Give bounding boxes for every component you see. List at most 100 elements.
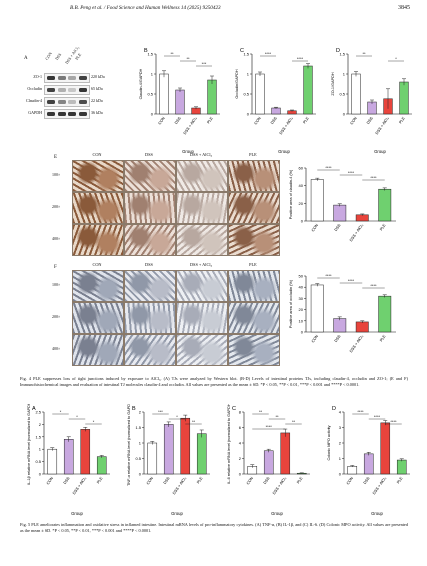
bar bbox=[363, 453, 374, 475]
y-axis-label: IL-6 relative mRNA level (normalized to … bbox=[227, 404, 231, 484]
ihc-micrograph bbox=[228, 192, 280, 224]
ihc-micrograph bbox=[72, 302, 124, 334]
y-tick-label: 1.5 bbox=[147, 52, 153, 57]
significance-mark: *** bbox=[158, 409, 163, 414]
ihc-column-label: DSS bbox=[145, 152, 153, 157]
bar bbox=[351, 73, 361, 115]
ihc-micrograph bbox=[176, 192, 228, 224]
y-tick-label: 2 bbox=[239, 456, 242, 461]
x-tick-label: PLE bbox=[206, 116, 214, 125]
x-tick-label: CON bbox=[246, 476, 254, 485]
bar bbox=[355, 214, 369, 222]
bar bbox=[310, 284, 324, 333]
western-blot-panel: A CON DSS DSS + AlCl₃ PLE ZO-1 220 kDa Occ… bbox=[20, 45, 128, 126]
x-tick-label: DSS bbox=[334, 334, 342, 343]
y-axis-label: IL-1β relative mRNA level (normalized to… bbox=[27, 404, 31, 485]
y-tick-label: 4 bbox=[339, 410, 342, 415]
ihc-micrograph bbox=[176, 302, 228, 334]
blot-band bbox=[78, 112, 87, 116]
y-axis-label: ZO-1/GAPDH bbox=[331, 72, 335, 95]
y-axis-label: Positive area of claudin-4 (%) bbox=[289, 169, 293, 219]
bar-chart-tnfa: B 0 0.5 1 1.5 2 TNF-α relative mRNA level (nor… bbox=[127, 404, 210, 516]
panel-letter: C bbox=[232, 406, 236, 412]
x-axis-label: Group bbox=[171, 511, 183, 516]
bar bbox=[310, 179, 324, 222]
y-tick-label: 1 bbox=[151, 72, 154, 77]
y-tick-label: 0 bbox=[339, 472, 342, 477]
bar bbox=[280, 432, 291, 475]
ihc-micrograph bbox=[228, 270, 280, 302]
significance-mark: **** bbox=[348, 278, 355, 283]
significance-mark: ** bbox=[292, 419, 296, 424]
magnification-label: 200× bbox=[52, 314, 61, 319]
ihc-column-label: CON bbox=[92, 152, 102, 157]
significance-mark: ** bbox=[186, 56, 190, 61]
blot-band bbox=[68, 100, 76, 104]
y-axis-label: TNF-α relative mRNA level (normalized to… bbox=[127, 404, 131, 486]
x-axis-label: Group bbox=[371, 511, 383, 516]
panel-letter: F bbox=[54, 265, 57, 270]
blot-band bbox=[47, 88, 55, 92]
ihc-micrograph bbox=[124, 160, 176, 192]
ihc-micrograph bbox=[176, 160, 228, 192]
x-tick-label: DSS + AlCl₃ bbox=[272, 476, 287, 495]
ihc-panel-claudin4: E CON DSS DSS + AlCl₃ PLE 100× 200× 400× bbox=[52, 152, 280, 258]
bar bbox=[378, 188, 392, 222]
y-tick-label: 2.5 bbox=[35, 410, 41, 415]
blot-band-box bbox=[44, 97, 90, 107]
blot-band bbox=[57, 100, 66, 104]
blot-band bbox=[78, 100, 87, 104]
ihc-micrograph bbox=[124, 334, 176, 366]
y-tick-label: 0 bbox=[139, 472, 142, 477]
x-tick-label: PLE bbox=[379, 334, 387, 343]
y-axis-label: Occludin/GAPDH bbox=[235, 69, 239, 99]
magnification-label: 400× bbox=[52, 236, 61, 241]
page-number: 3845 bbox=[398, 5, 410, 11]
magnification-label: 200× bbox=[52, 204, 61, 209]
x-tick-label: PLE bbox=[396, 476, 404, 485]
x-tick-label: DSS bbox=[334, 223, 342, 232]
x-tick-label: DSS + AlCl₃ bbox=[372, 476, 387, 495]
figure5-caption: Fig. 5 PLE ameliorates inflammation and … bbox=[20, 522, 408, 533]
y-tick-label: 8 bbox=[239, 410, 242, 415]
panel-letter: A bbox=[32, 406, 36, 412]
y-tick-label: 0 bbox=[301, 219, 304, 224]
ihc-micrograph bbox=[228, 160, 280, 192]
x-tick-label: CON bbox=[311, 334, 319, 343]
bar bbox=[271, 107, 281, 115]
x-tick-label: DSS + AlCl₃ bbox=[72, 476, 87, 495]
panel-letter: D bbox=[336, 48, 340, 54]
ihc-micrograph bbox=[124, 302, 176, 334]
y-tick-label: 10 bbox=[299, 318, 304, 323]
x-tick-label: CON bbox=[350, 116, 358, 125]
ihc-micrograph bbox=[228, 334, 280, 366]
significance-mark: * bbox=[60, 409, 62, 414]
y-tick-label: 0.5 bbox=[243, 92, 249, 97]
bar-chart-mpo: D 0 1 2 3 4 Colonic MPO activity CON DSS DSS + Al… bbox=[327, 406, 410, 516]
significance-mark: ** bbox=[362, 51, 366, 56]
x-tick-label: DSS bbox=[363, 476, 371, 485]
x-tick-label: DSS bbox=[63, 476, 71, 485]
blot-band bbox=[68, 112, 76, 116]
y-tick-label: 2 bbox=[139, 410, 142, 415]
significance-mark: * bbox=[93, 419, 95, 424]
y-tick-label: 0 bbox=[343, 112, 346, 117]
ihc-column-label: DSS + AlCl₃ bbox=[189, 262, 213, 267]
significance-mark: **** bbox=[325, 165, 332, 170]
blot-band bbox=[68, 88, 76, 92]
x-tick-label: CON bbox=[46, 476, 54, 485]
ihc-micrograph bbox=[124, 192, 176, 224]
bar bbox=[63, 439, 74, 475]
y-tick-label: 0 bbox=[239, 472, 242, 477]
ihc-micrograph bbox=[176, 270, 228, 302]
significance-mark: ** bbox=[259, 409, 263, 414]
x-axis-label: Group bbox=[278, 149, 290, 154]
x-tick-label: CON bbox=[146, 476, 154, 485]
lane-label: CON bbox=[44, 51, 53, 61]
ihc-micrograph bbox=[228, 224, 280, 256]
bar-chart-zo1: D 0 0.5 1 1.5 ZO-1/GAPDH CON DSS DSS + AlCl₃ PLE *… bbox=[331, 48, 412, 154]
panel-letter: D bbox=[332, 406, 336, 412]
y-tick-label: 3 bbox=[339, 425, 342, 430]
bar-chart-occludin: C 0 0.5 1 1.5 Occludin/GAPDH CON DSS DSS + AlCl₃… bbox=[235, 48, 316, 154]
